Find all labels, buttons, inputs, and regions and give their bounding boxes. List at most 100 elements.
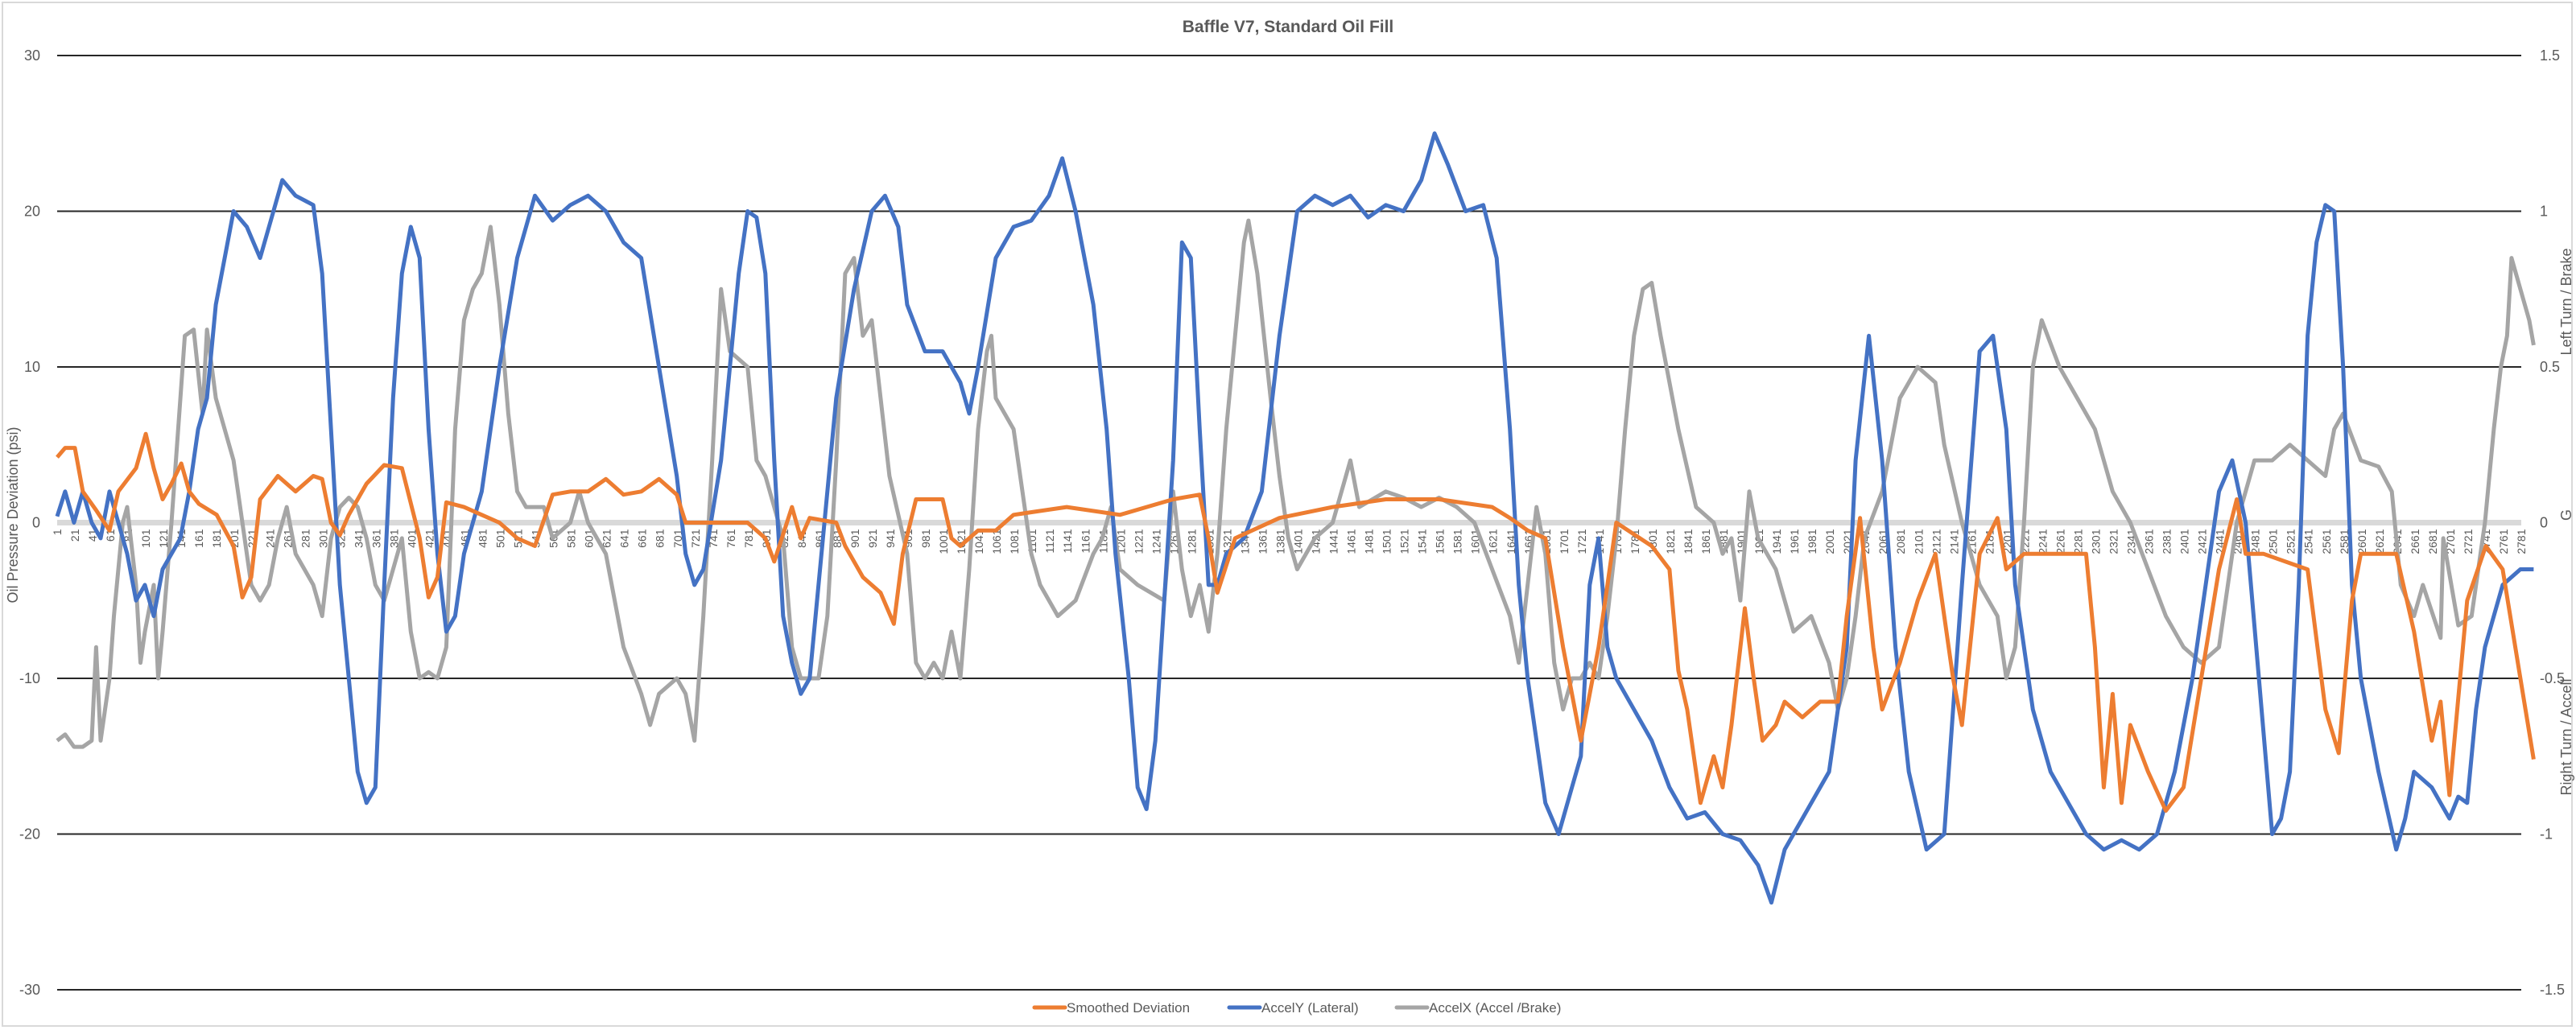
y-right-tick-label: 0.5 [2540, 359, 2560, 375]
x-tick-label: 21 [68, 529, 81, 542]
x-tick-label: 901 [848, 529, 861, 548]
x-tick-label: 2081 [1894, 529, 1907, 554]
y-right-tick-label: 1.5 [2540, 47, 2560, 64]
x-tick-label: 481 [477, 529, 489, 548]
x-tick-label: 721 [689, 529, 702, 548]
x-tick-label: 2561 [2320, 529, 2333, 554]
y-left-tick-label: -30 [19, 982, 40, 998]
x-tick-label: 1021 [955, 529, 968, 554]
x-tick-label: 2501 [2267, 529, 2280, 554]
x-tick-label: 121 [157, 529, 170, 548]
x-tick-label: 1401 [1292, 529, 1305, 554]
x-tick-label: 61 [104, 529, 117, 542]
x-tick-label: 2601 [2355, 529, 2368, 554]
x-tick-label: 1041 [972, 529, 985, 554]
x-tick-label: 2781 [2515, 529, 2528, 554]
legend: Smoothed Deviation AccelY (Lateral) AccelX… [1032, 1000, 1561, 1016]
y-axis-right: 1.5 1 0.5 0 -0.5 -1 -1.5 [2540, 47, 2565, 998]
x-tick-label: 2761 [2497, 529, 2510, 554]
x-tick-label: 2721 [2462, 529, 2475, 554]
x-tick-label: 2621 [2373, 529, 2386, 554]
x-tick-label: 661 [636, 529, 649, 548]
y-right-tick-label: -0.5 [2540, 670, 2565, 686]
x-tick-label: 2701 [2444, 529, 2457, 554]
series-lines [55, 131, 2536, 905]
x-tick-label: 2681 [2426, 529, 2439, 554]
y-right-tick-label: -1.5 [2540, 982, 2565, 998]
x-tick-label: 1121 [1043, 529, 1056, 553]
x-tick-label: 2301 [2089, 529, 2102, 554]
y-right-tick-label: -1 [2540, 826, 2553, 843]
x-tick-label: 1181 [1096, 529, 1109, 553]
x-tick-label: 1281 [1185, 529, 1198, 554]
series-smoothed-deviation [56, 431, 2536, 813]
x-tick-label: 2121 [1930, 529, 1942, 554]
x-tick-label: 761 [724, 529, 737, 548]
x-tick-label: 1141 [1061, 529, 1074, 553]
x-tick-label: 1981 [1806, 529, 1818, 554]
x-tick-label: 781 [742, 529, 755, 548]
x-tick-label: 1481 [1363, 529, 1376, 554]
x-tick-label: 981 [919, 529, 932, 548]
x-tick-label: 1801 [1646, 529, 1659, 554]
x-tick-label: 421 [423, 529, 436, 548]
y-right-tick-label: 1 [2540, 204, 2548, 220]
x-tick-label: 301 [316, 529, 329, 548]
x-tick-label: 2581 [2338, 529, 2351, 554]
y-axis-right-title-mid: G [2558, 509, 2574, 521]
x-tick-label: 1701 [1558, 529, 1571, 554]
x-tick-label: 181 [210, 529, 223, 548]
legend-label: AccelY (Lateral) [1261, 1000, 1359, 1016]
x-tick-label: 2101 [1912, 529, 1925, 554]
x-tick-label: 621 [601, 529, 613, 548]
y-axis-left: 30 20 10 0 -10 -20 -30 [19, 47, 40, 998]
x-tick-label: 1621 [1487, 529, 1500, 554]
x-tick-label: 1461 [1345, 529, 1358, 554]
chart-title: Baffle V7, Standard Oil Fill [1183, 18, 1394, 36]
y-axis-right-title-bottom: Right Turn / Accell [2558, 678, 2574, 795]
x-tick-label: 1561 [1434, 529, 1447, 554]
y-left-tick-label: -20 [19, 826, 40, 843]
x-tick-label: 1721 [1575, 529, 1588, 554]
x-tick-label: 241 [263, 529, 276, 548]
x-tick-label: 1241 [1150, 529, 1162, 554]
x-tick-label: 381 [387, 529, 400, 548]
x-tick-label: 1541 [1416, 529, 1429, 554]
x-tick-label: 2181 [1983, 529, 1996, 554]
x-tick-label: 501 [494, 529, 507, 548]
x-tick-label: 2001 [1823, 529, 1836, 554]
x-tick-label: 2661 [2409, 529, 2421, 554]
x-tick-label: 581 [565, 529, 578, 548]
x-tick-label: 2541 [2302, 529, 2315, 554]
gridlines [57, 55, 2521, 991]
y-left-tick-label: 20 [24, 204, 40, 220]
series-accely-lateral [55, 131, 2534, 905]
y-left-tick-label: 0 [32, 515, 40, 531]
x-tick-label: 2361 [2143, 529, 2156, 554]
x-tick-label: 1061 [990, 529, 1003, 554]
x-tick-label: 401 [405, 529, 418, 548]
y-left-tick-label: -10 [19, 670, 40, 686]
x-tick-label: 941 [884, 529, 897, 548]
x-tick-label: 701 [671, 529, 684, 548]
x-tick-label: 681 [654, 529, 667, 548]
x-tick-label: 2281 [2071, 529, 2084, 554]
x-tick-label: 2141 [1947, 529, 1960, 554]
x-tick-label: 2261 [2054, 529, 2066, 554]
x-tick-label: 1081 [1008, 529, 1021, 554]
x-tick-label: 1961 [1788, 529, 1801, 554]
x-tick-label: 101 [139, 529, 152, 548]
x-tick-label: 1361 [1256, 529, 1269, 554]
x-tick-label: 2321 [2107, 529, 2120, 554]
x-tick-label: 1441 [1327, 529, 1340, 554]
x-tick-label: 1001 [937, 529, 950, 554]
x-tick-label: 2381 [2161, 529, 2174, 554]
y-left-tick-label: 30 [24, 47, 40, 64]
x-tick-label: 1501 [1381, 529, 1393, 554]
legend-label: Smoothed Deviation [1067, 1000, 1190, 1016]
x-tick-label: 2521 [2285, 529, 2297, 554]
y-axis-right-title-top: Left Turn / Brake [2558, 248, 2574, 355]
x-tick-label: 1581 [1451, 529, 1464, 554]
x-tick-label: 1 [51, 529, 64, 535]
